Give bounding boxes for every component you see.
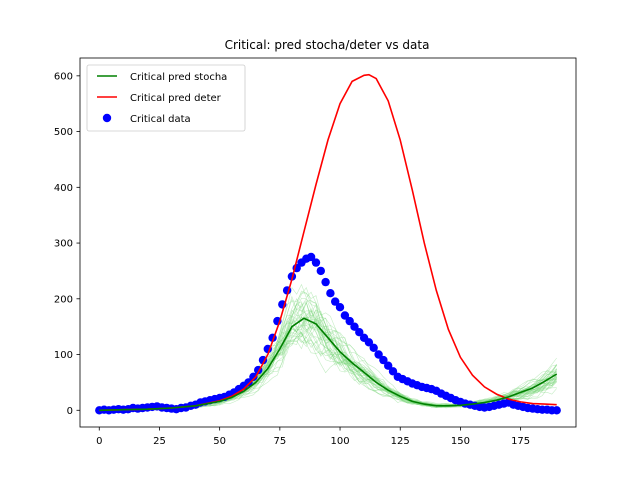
axes-frame (79, 57, 577, 428)
x-tick-label: 0 (96, 436, 102, 447)
data-point (326, 289, 335, 298)
y-tick-label: 400 (54, 183, 73, 194)
data-point (364, 338, 374, 347)
x-tick-label: 150 (451, 436, 470, 447)
x-tick-label: 175 (511, 436, 530, 447)
data-point (249, 372, 258, 381)
data-point (355, 328, 364, 337)
series-line-deter (99, 73, 557, 412)
data-point (388, 367, 398, 376)
y-tick-label: 300 (54, 239, 73, 250)
y-tick-label: 600 (54, 71, 73, 82)
legend-label: Critical data (130, 114, 191, 125)
y-tick-label: 200 (54, 294, 73, 305)
data-point (552, 406, 561, 415)
data-point (311, 258, 321, 267)
data-point (244, 378, 253, 387)
data-layer (95, 73, 561, 415)
y-tick-label: 100 (54, 350, 73, 361)
data-point (321, 277, 330, 287)
x-tick-label: 75 (273, 436, 286, 447)
legend-label: Critical pred deter (130, 93, 222, 104)
data-point (331, 297, 340, 306)
plot-area (95, 73, 561, 415)
y-tick-label: 0 (67, 406, 73, 417)
data-point (306, 252, 316, 262)
legend-box (86, 64, 246, 132)
x-tick-label: 50 (213, 436, 226, 447)
data-point (384, 361, 393, 370)
data-point (340, 311, 350, 320)
data-point (345, 316, 354, 326)
series-line-stocha (99, 317, 558, 412)
legend-swatch (102, 113, 112, 123)
data-point (369, 343, 378, 352)
data-point (350, 322, 359, 331)
chart-title: Critical: pred stocha/deter vs data (225, 38, 430, 52)
data-point (316, 266, 325, 276)
axes: 0 25 50 75 100 125 150 175 0 100 200 300 400 500 600 (54, 57, 577, 447)
legend: Critical pred stocha Critical pred deter C… (86, 64, 246, 132)
legend-label: Critical pred stocha (130, 72, 227, 83)
y-tick-label: 500 (54, 127, 73, 138)
x-tick-label: 25 (153, 436, 166, 447)
data-point (374, 350, 383, 359)
x-tick-label: 100 (330, 436, 349, 447)
x-tick-label: 125 (391, 436, 410, 447)
data-point (335, 303, 345, 312)
data-point (379, 355, 388, 365)
